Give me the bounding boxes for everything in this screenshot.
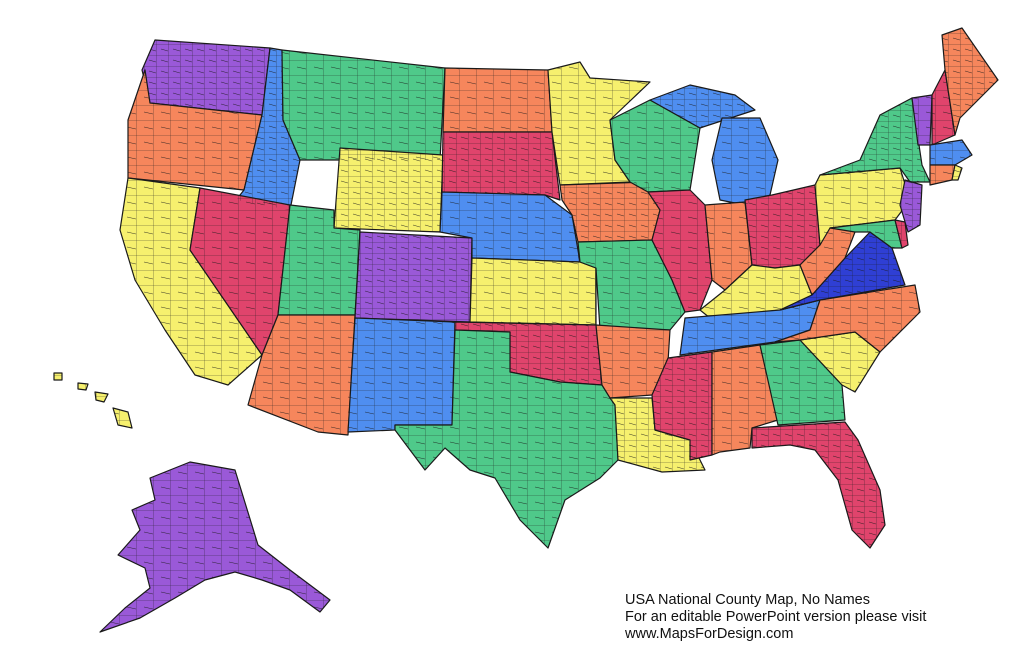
- map-caption: USA National County Map, No Names For an…: [625, 592, 926, 643]
- caption-website-link[interactable]: www.MapsForDesign.com: [625, 626, 794, 642]
- caption-title: USA National County Map, No Names: [625, 592, 870, 608]
- caption-subtitle: For an editable PowerPoint version pleas…: [625, 609, 927, 625]
